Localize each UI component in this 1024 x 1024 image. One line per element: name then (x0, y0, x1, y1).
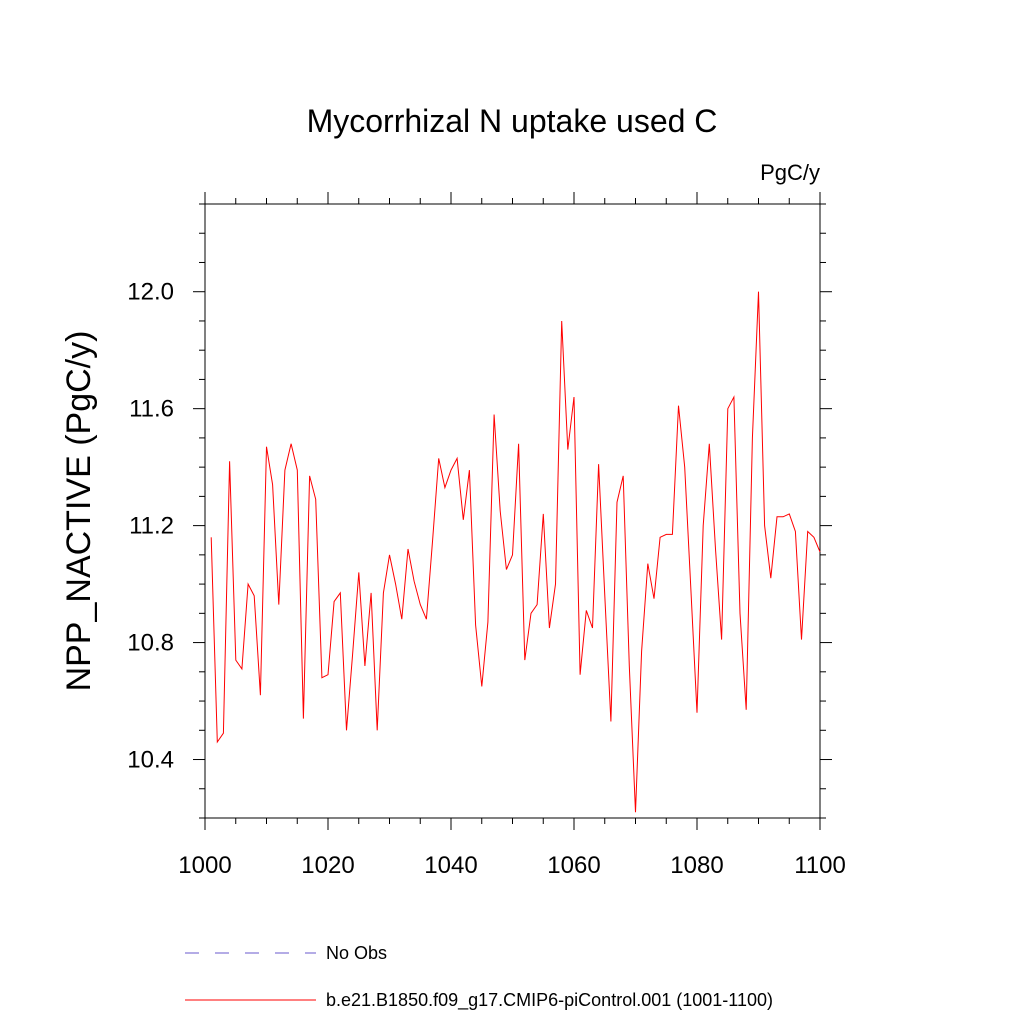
x-axis-ticks: 1000 1020 1040 1060 1080 1100 (178, 192, 846, 879)
x-tick-label: 1060 (547, 852, 600, 879)
chart-title: Mycorrhizal N uptake used C (307, 103, 718, 139)
x-tick-label: 1100 (794, 852, 846, 879)
y-tick-label: 11.6 (129, 396, 174, 423)
legend: No Obs b.e21.B1850.f09_g17.CMIP6-piContr… (185, 943, 773, 1011)
x-tick-label: 1080 (670, 852, 723, 879)
minor-ticks (199, 198, 826, 824)
legend-label-picontrol: b.e21.B1850.f09_g17.CMIP6-piControl.001 … (326, 990, 773, 1011)
x-tick-label: 1020 (301, 852, 354, 879)
series-layer (210, 291, 821, 813)
y-tick-label: 11.2 (129, 513, 174, 540)
y-tick-label: 10.8 (127, 630, 174, 657)
y-tick-label: 12.0 (127, 279, 174, 306)
y-axis-ticks: 10.4 10.8 11.2 11.6 12.0 (127, 279, 832, 774)
y-axis-label: NPP_NACTIVE (PgC/y) (60, 331, 98, 692)
plot-frame (204, 203, 821, 819)
units-label: PgC/y (760, 160, 820, 185)
y-tick-label: 10.4 (127, 747, 174, 774)
x-tick-label: 1040 (424, 852, 477, 879)
legend-label-no-obs: No Obs (326, 943, 387, 963)
x-tick-label: 1000 (178, 852, 231, 879)
series-line-0 (210, 291, 821, 813)
